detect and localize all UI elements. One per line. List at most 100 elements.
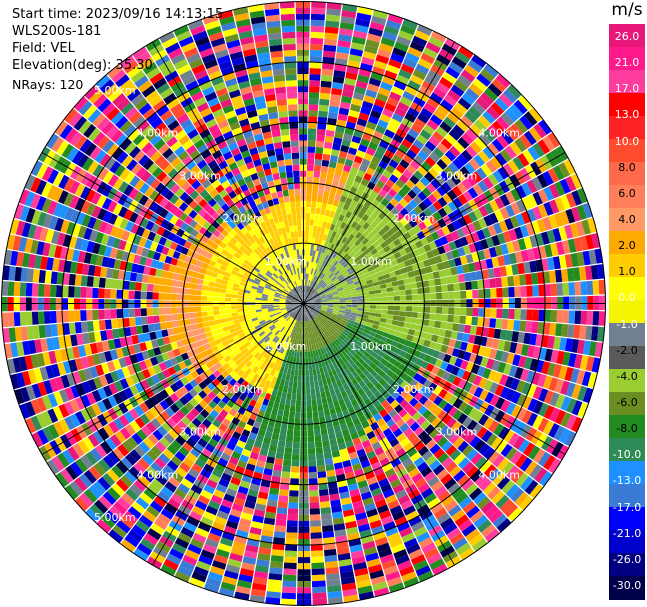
range-gate <box>337 227 344 235</box>
range-gate <box>366 279 373 285</box>
range-gate <box>310 243 315 250</box>
range-gate <box>566 398 577 414</box>
range-gate <box>327 197 334 205</box>
range-gate <box>528 107 543 123</box>
range-gate <box>461 444 474 457</box>
range-gate <box>313 344 318 351</box>
range-gate <box>410 159 421 170</box>
range-gate <box>444 429 456 441</box>
range-gate <box>407 46 423 58</box>
range-gate <box>393 360 402 369</box>
range-gate <box>493 222 503 235</box>
range-gate <box>321 246 327 254</box>
range-gate <box>320 295 327 299</box>
range-gate <box>279 428 287 436</box>
range-gate <box>319 495 330 503</box>
range-gate <box>549 322 557 336</box>
range-gate <box>348 109 360 118</box>
range-gate <box>487 173 499 186</box>
range-gate <box>315 302 322 304</box>
range-gate <box>411 336 420 344</box>
range-gate <box>313 417 320 424</box>
range-gate <box>455 424 467 437</box>
range-gate <box>469 325 478 335</box>
range-gate <box>49 297 56 311</box>
range-gate <box>329 274 336 280</box>
range-gate <box>297 381 302 388</box>
range-gate <box>579 355 589 370</box>
range-gate <box>345 299 352 303</box>
range-gate <box>544 309 552 322</box>
range-gate <box>432 349 441 359</box>
range-gate <box>457 217 467 228</box>
range-gate <box>347 172 357 181</box>
range-gate <box>298 526 310 533</box>
range-gate <box>350 457 360 466</box>
range-gate <box>420 107 433 119</box>
range-gate <box>424 471 436 483</box>
range-gate <box>207 315 215 322</box>
range-gate <box>308 231 313 238</box>
range-gate <box>317 349 322 356</box>
range-gate <box>370 109 382 119</box>
range-gate <box>319 92 331 100</box>
range-gate <box>459 315 467 325</box>
range-gate <box>402 413 412 423</box>
range-gate <box>421 325 429 333</box>
range-gate <box>332 310 339 314</box>
range-gate <box>255 299 262 303</box>
range-gate <box>310 520 321 527</box>
range-gate <box>447 200 458 212</box>
range-gate <box>319 293 326 297</box>
range-gate <box>505 108 519 123</box>
range-gate <box>153 284 160 293</box>
range-gate <box>458 457 470 470</box>
range-gate <box>505 204 516 218</box>
range-gate <box>308 460 317 467</box>
range-gate <box>275 452 284 460</box>
range-gate <box>333 400 340 408</box>
range-gate <box>305 357 309 364</box>
range-gate <box>310 213 315 220</box>
range-gate <box>410 74 424 86</box>
range-gate <box>510 123 524 138</box>
range-gate <box>110 309 117 319</box>
range-gate <box>405 462 417 473</box>
range-gate <box>331 149 340 157</box>
range-gate <box>351 299 358 302</box>
range-gate <box>325 129 335 138</box>
range-gate <box>330 499 341 507</box>
range-gate <box>373 150 384 160</box>
range-gate <box>284 556 297 564</box>
range-gate <box>336 336 343 343</box>
range-gate <box>312 231 317 239</box>
range-gate <box>317 116 328 124</box>
range-gate <box>465 316 473 325</box>
range-gate <box>478 193 489 205</box>
range-gate <box>326 293 333 297</box>
range-gate <box>582 202 593 219</box>
range-gate <box>344 311 351 315</box>
range-gate <box>473 261 482 271</box>
range-gate <box>366 430 376 440</box>
range-gate <box>378 350 386 358</box>
range-gate <box>516 407 527 421</box>
range-gate <box>484 505 499 519</box>
range-gate <box>327 383 334 391</box>
range-gate <box>411 185 422 195</box>
range-gate <box>356 249 363 257</box>
range-gate <box>342 330 349 337</box>
range-gate <box>503 254 512 266</box>
range-gate <box>341 10 357 19</box>
range-gate <box>466 465 479 479</box>
range-gate <box>542 420 555 435</box>
range-gate <box>423 389 433 399</box>
range-gate <box>319 177 327 185</box>
range-gate <box>339 298 346 301</box>
range-gate <box>336 285 343 290</box>
range-gate <box>387 305 395 311</box>
range-gate <box>385 237 393 245</box>
range-gate <box>362 385 370 393</box>
range-gate <box>286 392 292 400</box>
